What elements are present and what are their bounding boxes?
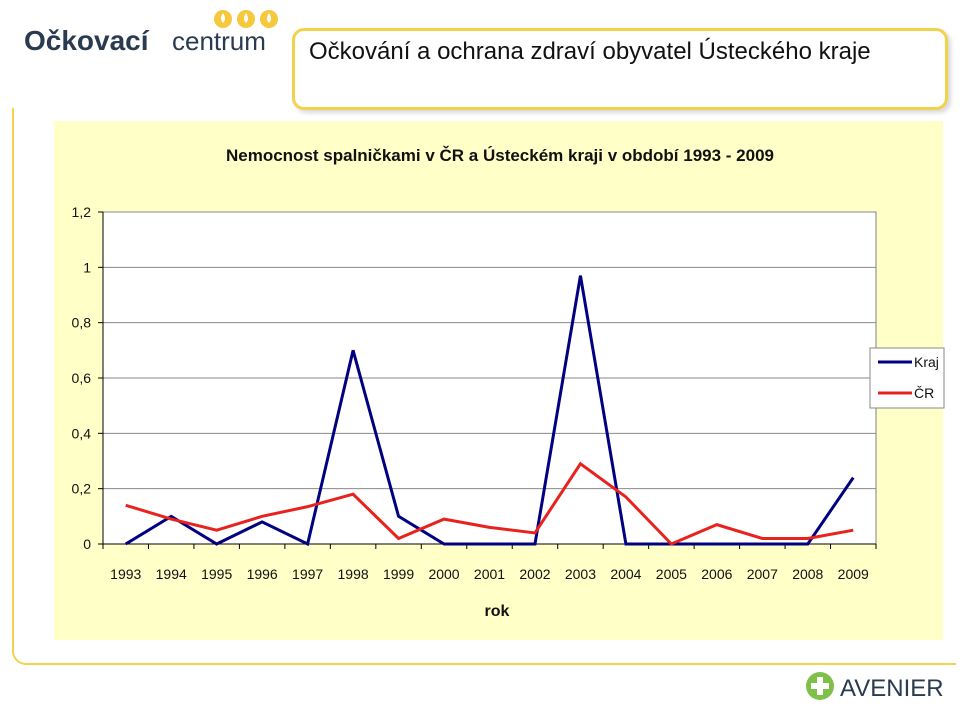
x-tick-label: 2006 bbox=[701, 566, 732, 582]
x-tick-label: 2009 bbox=[838, 566, 869, 582]
y-tick-label: 1 bbox=[83, 259, 91, 275]
x-tick-label: 1998 bbox=[338, 566, 369, 582]
legend-label: ČR bbox=[914, 385, 934, 401]
x-tick-label: 2004 bbox=[610, 566, 641, 582]
chart-title: Nemocnost spalničkami v ČR a Ústeckém kr… bbox=[226, 146, 774, 165]
x-tick-label: 2003 bbox=[565, 566, 596, 582]
x-tick-label: 1999 bbox=[383, 566, 414, 582]
y-tick-label: 0,2 bbox=[72, 481, 92, 497]
x-tick-label: 2008 bbox=[792, 566, 823, 582]
x-tick-label: 2007 bbox=[747, 566, 778, 582]
y-tick-label: 0,6 bbox=[72, 370, 92, 386]
y-tick-label: 0,4 bbox=[72, 425, 92, 441]
y-tick-label: 1,2 bbox=[72, 204, 92, 220]
y-tick-label: 0 bbox=[83, 536, 91, 552]
x-axis-label: rok bbox=[485, 603, 510, 620]
avenier-brand: AVENIER bbox=[840, 675, 944, 702]
x-tick-label: 2005 bbox=[656, 566, 687, 582]
x-tick-label: 1995 bbox=[201, 566, 232, 582]
x-tick-label: 1993 bbox=[110, 566, 141, 582]
x-tick-label: 1994 bbox=[156, 566, 187, 582]
x-tick-label: 1997 bbox=[292, 566, 323, 582]
legend-label: Kraj bbox=[914, 354, 939, 370]
y-tick-label: 0,8 bbox=[72, 315, 92, 331]
x-tick-label: 1996 bbox=[247, 566, 278, 582]
x-tick-label: 2002 bbox=[519, 566, 550, 582]
x-tick-label: 2001 bbox=[474, 566, 505, 582]
x-tick-label: 2000 bbox=[428, 566, 459, 582]
avenier-logo: AVENIER bbox=[804, 668, 954, 704]
